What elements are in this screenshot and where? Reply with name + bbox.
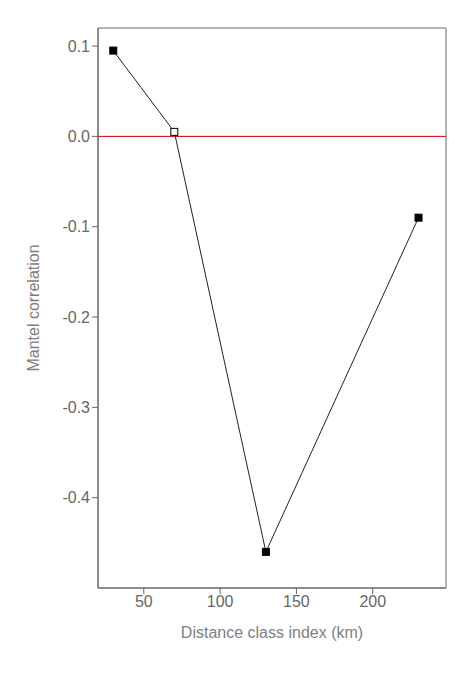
svg-text:-0.1: -0.1 bbox=[62, 218, 90, 235]
svg-text:-0.3: -0.3 bbox=[62, 399, 90, 416]
svg-text:0.1: 0.1 bbox=[68, 38, 90, 55]
svg-text:50: 50 bbox=[135, 593, 153, 610]
svg-text:Mantel correlation: Mantel correlation bbox=[25, 244, 42, 371]
svg-text:Distance class index (km): Distance class index (km) bbox=[181, 624, 363, 641]
svg-text:150: 150 bbox=[283, 593, 310, 610]
svg-text:-0.2: -0.2 bbox=[62, 309, 90, 326]
svg-text:100: 100 bbox=[207, 593, 234, 610]
svg-text:-0.4: -0.4 bbox=[62, 489, 90, 506]
svg-text:200: 200 bbox=[359, 593, 386, 610]
svg-text:0.0: 0.0 bbox=[68, 128, 90, 145]
